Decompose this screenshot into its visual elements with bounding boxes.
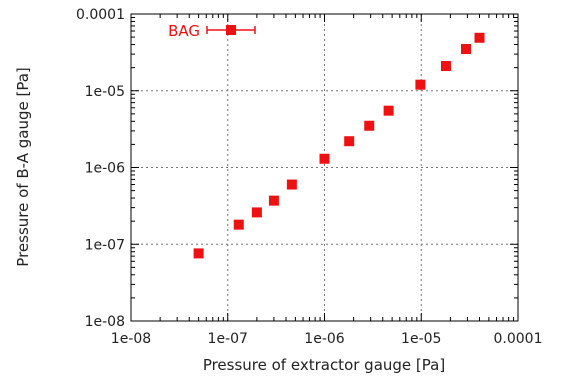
data-point [344, 136, 355, 147]
legend-label: BAG [168, 22, 200, 40]
x-tick-label: 0.0001 [494, 331, 543, 347]
data-point [364, 120, 375, 131]
x-axis-label: Pressure of extractor gauge [Pa] [203, 356, 445, 374]
data-point [415, 79, 426, 90]
y-tick-label: 1e-08 [85, 314, 125, 330]
data-point [251, 207, 262, 218]
x-tick-label: 1e-08 [111, 331, 151, 347]
data-point [268, 195, 279, 206]
data-point [233, 219, 244, 230]
y-tick-label: 1e-05 [85, 84, 125, 100]
x-tick-labels: 1e-08 1e-07 1e-06 1e-05 0.0001 [111, 331, 543, 347]
data-point [474, 32, 485, 43]
axis-ticks [130, 13, 519, 322]
data-point [440, 61, 451, 72]
data-point [193, 248, 204, 259]
x-tick-label: 1e-05 [401, 331, 441, 347]
data-point [460, 43, 471, 54]
data-points [193, 32, 485, 259]
grid-lines [131, 14, 518, 321]
x-tick-label: 1e-06 [304, 331, 344, 347]
data-point [286, 179, 297, 190]
data-point [383, 105, 394, 116]
data-point [319, 153, 330, 164]
y-tick-label: 0.0001 [76, 7, 125, 23]
y-axis-label: Pressure of B-A gauge [Pa] [14, 67, 32, 266]
y-tick-labels: 1e-08 1e-07 1e-06 1e-05 0.0001 [76, 7, 125, 330]
y-tick-label: 1e-07 [85, 237, 125, 253]
y-tick-label: 1e-06 [85, 161, 125, 177]
x-tick-label: 1e-07 [208, 331, 248, 347]
legend: BAG [168, 22, 256, 40]
legend-marker [226, 25, 236, 35]
